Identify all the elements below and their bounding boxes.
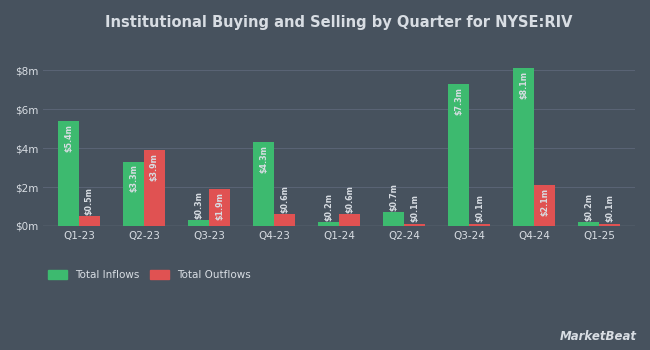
Text: $7.3m: $7.3m (454, 87, 463, 114)
Bar (339, 214, 360, 226)
Text: $0.6m: $0.6m (280, 185, 289, 213)
Text: $0.1m: $0.1m (475, 195, 484, 223)
Text: $8.1m: $8.1m (519, 71, 528, 99)
Bar (469, 224, 490, 226)
Legend: Total Inflows, Total Outflows: Total Inflows, Total Outflows (49, 270, 251, 280)
Text: $4.3m: $4.3m (259, 145, 268, 173)
Bar (578, 222, 599, 226)
Text: $3.3m: $3.3m (129, 164, 138, 193)
Bar (209, 189, 230, 226)
Text: $3.9m: $3.9m (150, 153, 159, 181)
Bar (188, 220, 209, 226)
Bar (124, 162, 144, 226)
Bar (448, 84, 469, 226)
Bar (58, 121, 79, 226)
Bar (384, 212, 404, 226)
Text: MarketBeat: MarketBeat (560, 330, 637, 343)
Text: $0.1m: $0.1m (605, 195, 614, 223)
Text: $0.2m: $0.2m (324, 193, 333, 220)
Bar (79, 216, 100, 226)
Bar (254, 142, 274, 226)
Bar (274, 214, 295, 226)
Text: $0.3m: $0.3m (194, 191, 203, 218)
Bar (514, 68, 534, 226)
Bar (318, 222, 339, 226)
Title: Institutional Buying and Selling by Quarter for NYSE:RIV: Institutional Buying and Selling by Quar… (105, 15, 573, 30)
Text: $0.7m: $0.7m (389, 183, 398, 211)
Text: $5.4m: $5.4m (64, 124, 73, 152)
Bar (144, 150, 165, 226)
Bar (534, 185, 555, 226)
Text: $0.5m: $0.5m (85, 187, 94, 215)
Text: $0.2m: $0.2m (584, 193, 593, 220)
Text: $0.6m: $0.6m (345, 185, 354, 213)
Bar (599, 224, 620, 226)
Text: $0.1m: $0.1m (410, 195, 419, 223)
Bar (404, 224, 425, 226)
Text: $2.1m: $2.1m (540, 188, 549, 216)
Text: $1.9m: $1.9m (215, 192, 224, 220)
